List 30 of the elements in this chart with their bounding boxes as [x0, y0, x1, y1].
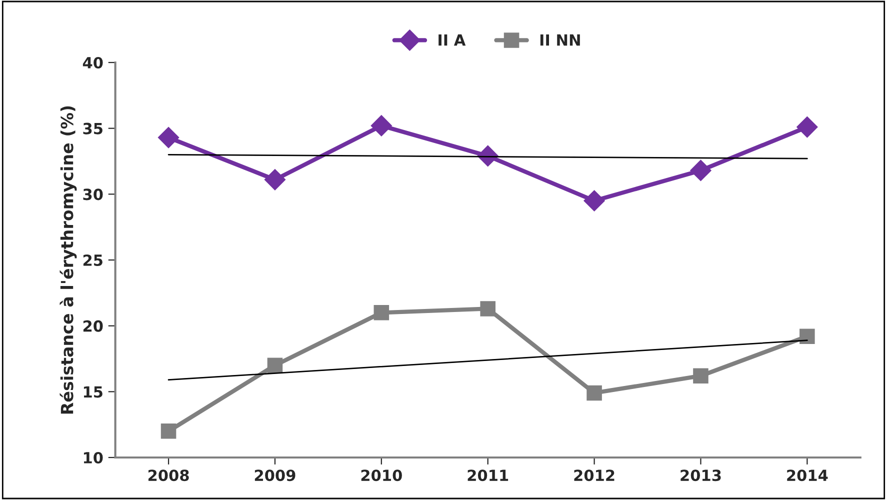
legend-label: II A — [438, 34, 466, 46]
y-tick-label: 10 — [84, 452, 103, 464]
y-tick-label: 25 — [83, 254, 102, 266]
y-tick-label: 15 — [84, 386, 102, 398]
x-tick-label: 2009 — [254, 470, 296, 482]
point — [584, 190, 605, 212]
point — [693, 368, 708, 384]
x-tick-label: 2011 — [468, 470, 508, 482]
point — [690, 160, 712, 181]
x-tick-label: 2012 — [574, 470, 614, 482]
point — [374, 305, 390, 320]
x-tick-label: 2008 — [148, 470, 189, 482]
point — [264, 169, 286, 190]
x-tick-label: 2014 — [787, 470, 828, 482]
y-tick-label: 35 — [83, 122, 102, 134]
y-axis-title: Résistance à l'érythromycine (%) — [60, 106, 77, 414]
y-tick-label: 20 — [83, 320, 103, 332]
x-tick-label: 2013 — [680, 470, 721, 482]
point — [796, 116, 818, 138]
point — [158, 127, 180, 148]
point — [586, 385, 602, 401]
x-tick-label: 2010 — [361, 470, 402, 482]
y-tick-label: 40 — [82, 56, 103, 69]
point — [370, 115, 392, 136]
point — [160, 424, 176, 439]
point — [267, 358, 283, 373]
point — [800, 328, 815, 344]
point — [480, 301, 496, 316]
y-tick-label: 30 — [83, 188, 103, 200]
legend-label: II NN — [540, 34, 580, 46]
